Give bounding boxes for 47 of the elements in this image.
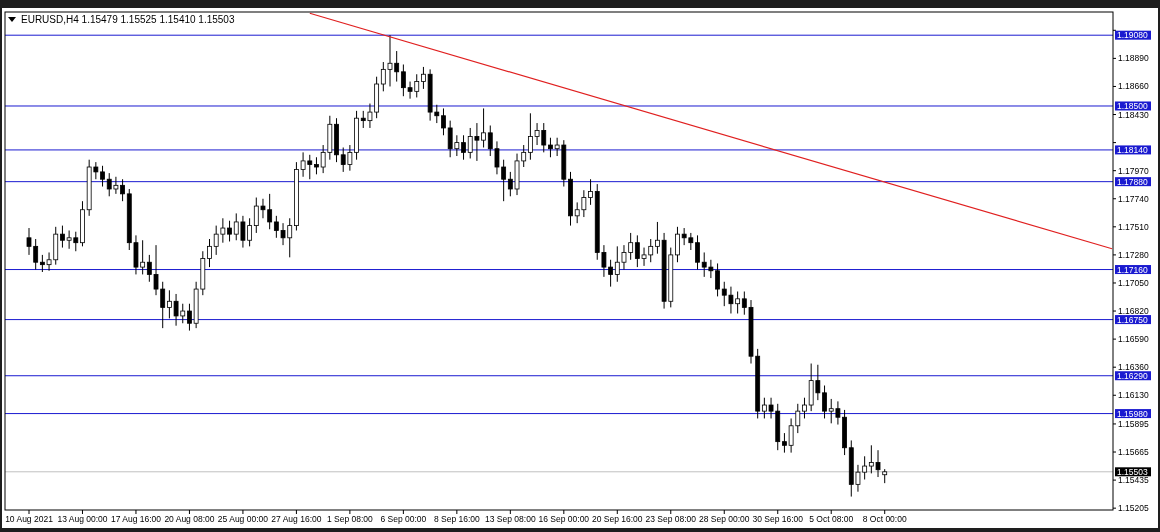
candlestick	[802, 397, 807, 419]
chart-title: EURUSD,H4 1.15479 1.15525 1.15410 1.15503	[21, 14, 235, 25]
ref-line-label: 1.16750	[1117, 314, 1148, 325]
y-tick-label: 1.18430	[1118, 109, 1149, 120]
candlestick	[441, 107, 446, 136]
ref-line-label: 1.16290	[1117, 370, 1148, 381]
ref-line-label: 1.18500	[1117, 100, 1148, 111]
x-tick-label: 20 Sep 16:00	[592, 514, 643, 524]
y-tick-label: 1.17740	[1118, 193, 1149, 204]
x-tick-label: 10 Aug 2021	[5, 514, 54, 524]
ref-line-label: 1.15980	[1117, 408, 1148, 419]
y-tick-label: 1.18890	[1118, 53, 1149, 64]
y-tick-label: 1.15435	[1118, 475, 1149, 486]
y-tick-label: 1.15895	[1118, 418, 1149, 429]
ref-line-label: 1.15503	[1117, 466, 1148, 477]
x-tick-label: 20 Aug 08:00	[164, 514, 215, 524]
y-tick-label: 1.16130	[1118, 390, 1149, 401]
x-tick-label: 25 Aug 00:00	[217, 514, 269, 524]
ref-line-label: 1.17880	[1117, 176, 1148, 187]
x-tick-label: 8 Oct 00:00	[862, 514, 907, 524]
x-tick-label: 8 Sep 16:00	[433, 514, 481, 524]
x-tick-label: 16 Sep 00:00	[538, 514, 590, 524]
ref-line-label: 1.17160	[1117, 264, 1148, 275]
ref-line-label: 1.18140	[1117, 144, 1148, 155]
y-tick-label: 1.16820	[1118, 306, 1149, 317]
x-tick-label: 17 Aug 16:00	[110, 514, 162, 524]
x-tick-label: 28 Sep 00:00	[698, 514, 750, 524]
x-tick-label: 1 Sep 08:00	[326, 514, 374, 524]
ref-line-label: 1.19080	[1117, 30, 1148, 41]
x-tick-label: 30 Sep 16:00	[752, 514, 804, 524]
x-tick-label: 13 Sep 08:00	[485, 514, 536, 524]
x-tick-label: 13 Aug 00:00	[57, 514, 108, 524]
x-tick-label: 6 Sep 00:00	[380, 514, 427, 524]
y-tick-label: 1.15205	[1118, 503, 1149, 514]
y-tick-label: 1.15665	[1118, 447, 1149, 457]
y-tick-label: 1.17050	[1118, 277, 1149, 288]
candlestick	[695, 234, 700, 271]
x-tick-label: 5 Oct 08:00	[809, 514, 854, 524]
y-tick-label: 1.16590	[1118, 334, 1149, 345]
y-tick-label: 1.17970	[1118, 165, 1149, 176]
y-tick-label: 1.17280	[1118, 249, 1149, 260]
y-tick-label: 1.16360	[1118, 362, 1149, 373]
y-tick-label: 1.18660	[1118, 81, 1149, 92]
x-tick-label: 23 Sep 08:00	[645, 514, 697, 524]
candlestick	[207, 238, 212, 268]
x-tick-label: 27 Aug 16:00	[271, 514, 322, 524]
y-tick-label: 1.17510	[1118, 221, 1149, 232]
